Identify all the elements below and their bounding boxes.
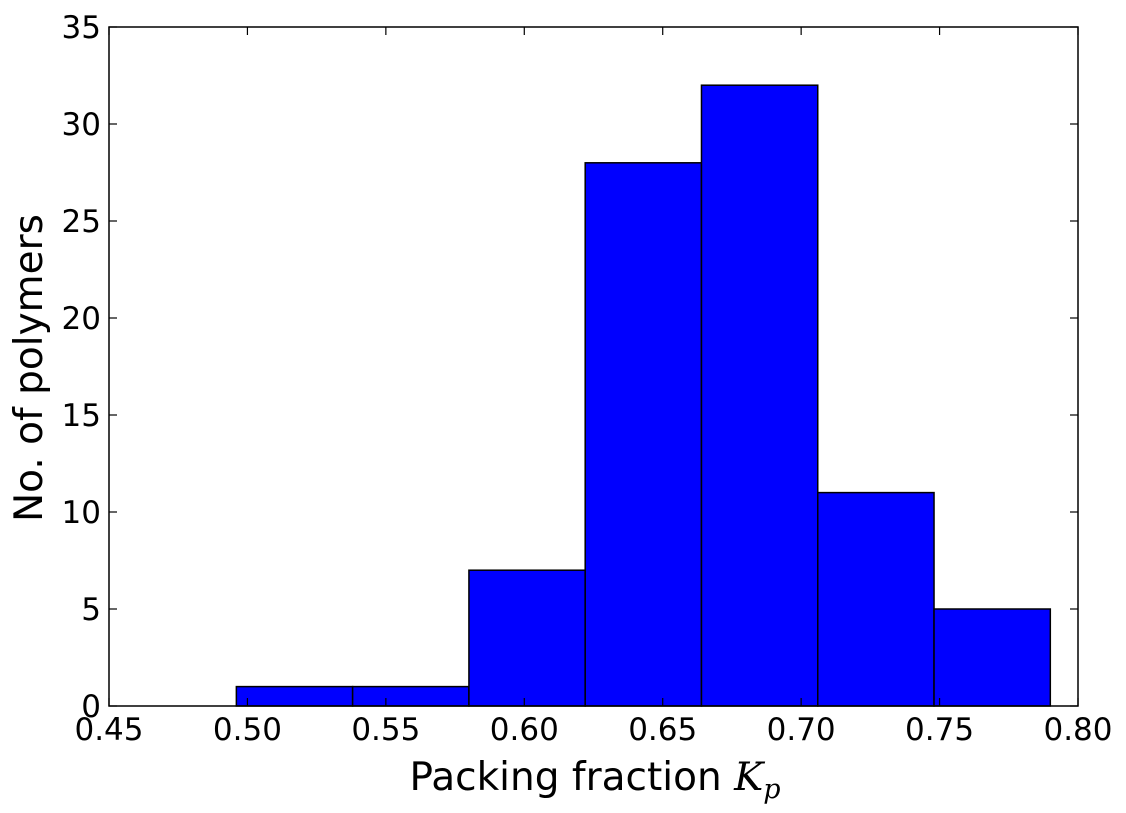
histogram-bar-7 [933, 608, 1052, 707]
x-tick-label-3: 0.60 [490, 712, 559, 748]
bars-group [235, 84, 1052, 707]
histogram-bar-1 [235, 685, 354, 707]
histogram-bar-4 [584, 162, 703, 707]
x-tick-label-1: 0.50 [213, 712, 282, 748]
x-tick-label-4: 0.65 [628, 712, 697, 748]
histogram-bar-2 [351, 685, 470, 707]
x-axis-label-text: Packing fraction [409, 755, 721, 800]
y-tick-label-2: 10 [62, 495, 101, 531]
y-tick-label-5: 25 [62, 204, 101, 240]
x-tick-label-5: 0.70 [767, 712, 836, 748]
histogram-bar-3 [468, 569, 586, 707]
x-tick-label-0: 0.45 [74, 712, 143, 748]
x-tick-labels: 0.45 0.50 0.55 0.60 0.65 0.70 0.75 0.80 [74, 712, 1112, 748]
y-tick-label-6: 30 [62, 107, 101, 143]
plot-frame [108, 26, 1079, 707]
y-tick-label-7: 35 [62, 10, 101, 46]
y-tick-label-1: 5 [81, 592, 101, 628]
y-axis-label: No. of polymers [7, 214, 52, 522]
x-axis-label-symbol: K [733, 755, 766, 800]
x-tick-label-7: 0.80 [1043, 712, 1112, 748]
y-tick-label-0: 0 [81, 689, 101, 725]
y-tick-label-4: 20 [62, 301, 101, 337]
x-tick-label-2: 0.55 [351, 712, 420, 748]
x-axis-label: Packing fraction Kp [409, 755, 780, 805]
x-tick-label-6: 0.75 [905, 712, 974, 748]
histogram-bar-5 [700, 84, 819, 707]
y-tick-labels: 0 5 10 15 20 25 30 35 [62, 10, 101, 725]
y-tick-label-3: 15 [62, 398, 101, 434]
histogram-bar-6 [817, 491, 935, 707]
x-axis-label-subscript: p [763, 774, 780, 805]
